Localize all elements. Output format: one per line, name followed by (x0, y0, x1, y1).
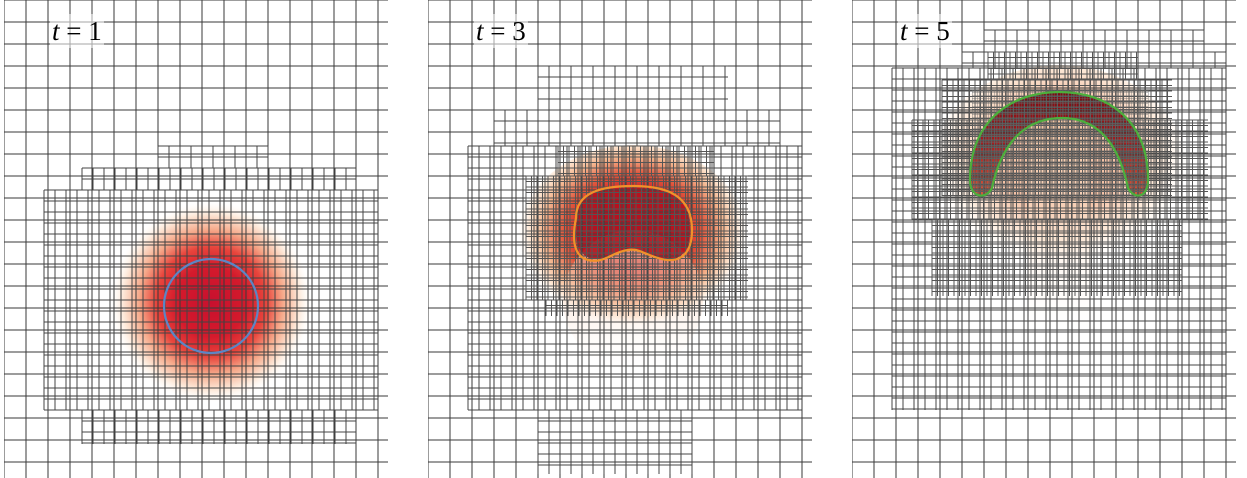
mesh-plot-t3 (428, 0, 812, 478)
interface-contour (572, 184, 694, 262)
mesh-plot-t5 (852, 0, 1236, 478)
panel-t3: t = 3 (428, 0, 812, 478)
time-label: t = 3 (474, 14, 528, 48)
interface-contour (968, 90, 1150, 197)
panel-t1: t = 1 (4, 0, 388, 478)
mesh-fine (43, 145, 378, 444)
concentration-field (111, 202, 311, 402)
mesh-plot-t1 (4, 0, 388, 478)
mesh-fine (891, 29, 1227, 410)
interface-contour (162, 257, 260, 355)
mesh-coarse (4, 0, 388, 478)
panel-t5: t = 5 (852, 0, 1236, 478)
mesh-fine (467, 65, 802, 474)
time-label: t = 5 (898, 14, 952, 48)
time-label: t = 1 (50, 14, 104, 48)
